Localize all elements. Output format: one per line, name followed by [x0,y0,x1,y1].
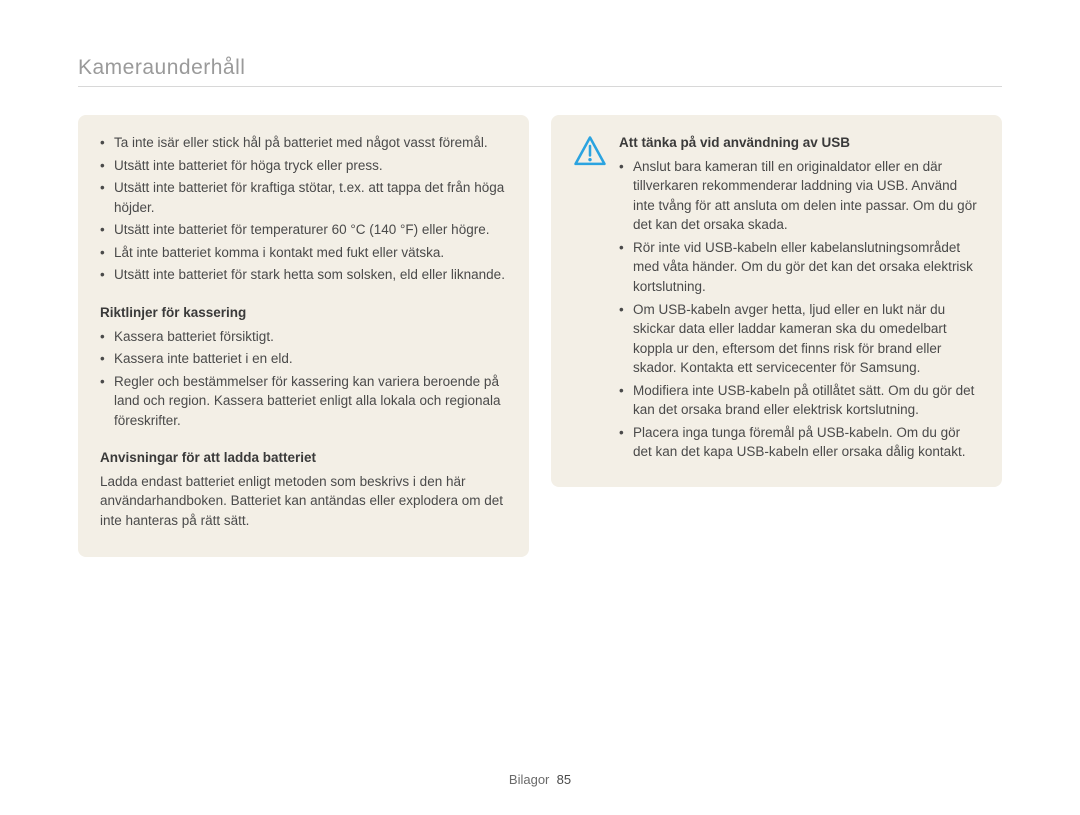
header-divider [78,86,1002,87]
subheading-charging: Anvisningar för att ladda batteriet [100,448,507,468]
list-item: Modifiera inte USB-kabeln på otillåtet s… [619,381,980,420]
charging-paragraph: Ladda endast batteriet enligt metoden so… [100,472,507,531]
list-item: Placera inga tunga föremål på USB-kabeln… [619,423,980,462]
usb-bullet-list: Anslut bara kameran till en originaldato… [619,157,980,462]
list-item: Kassera batteriet försiktigt. [100,327,507,347]
disposal-bullet-list: Kassera batteriet försiktigt. Kassera in… [100,327,507,431]
left-panel: Ta inte isär eller stick hål på batterie… [78,115,529,557]
page-number: 85 [557,772,571,787]
page-title: Kameraunderhåll [78,56,1002,80]
list-item: Utsätt inte batteriet för kraftiga stöta… [100,178,507,217]
page: Kameraunderhåll Ta inte isär eller stick… [0,0,1080,815]
columns: Ta inte isär eller stick hål på batterie… [78,115,1002,557]
list-item: Kassera inte batteriet i en eld. [100,349,507,369]
list-item: Regler och bestämmelser för kassering ka… [100,372,507,431]
footer-label: Bilagor [509,772,549,787]
list-item: Låt inte batteriet komma i kontakt med f… [100,243,507,263]
right-panel: Att tänka på vid användning av USB Anslu… [551,115,1002,487]
list-item: Ta inte isär eller stick hål på batterie… [100,133,507,153]
top-bullet-list: Ta inte isär eller stick hål på batterie… [100,133,507,285]
right-panel-content: Att tänka på vid användning av USB Anslu… [619,133,980,465]
list-item: Anslut bara kameran till en originaldato… [619,157,980,235]
caution-icon [573,133,607,465]
list-item: Utsätt inte batteriet för höga tryck ell… [100,156,507,176]
list-item: Om USB-kabeln avger hetta, ljud eller en… [619,300,980,378]
right-column: Att tänka på vid användning av USB Anslu… [551,115,1002,557]
subheading-usb: Att tänka på vid användning av USB [619,133,980,153]
list-item: Utsätt inte batteriet för temperaturer 6… [100,220,507,240]
list-item: Rör inte vid USB-kabeln eller kabelanslu… [619,238,980,297]
left-column: Ta inte isär eller stick hål på batterie… [78,115,529,557]
list-item: Utsätt inte batteriet för stark hetta so… [100,265,507,285]
footer: Bilagor 85 [0,772,1080,787]
subheading-disposal: Riktlinjer för kassering [100,303,507,323]
